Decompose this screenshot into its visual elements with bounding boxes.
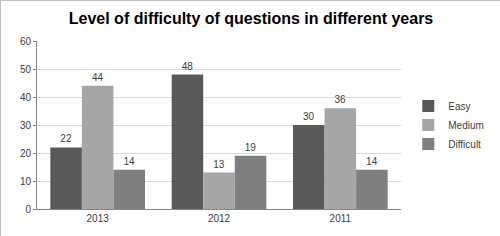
svg-text:20: 20 (20, 148, 32, 159)
svg-text:Medium: Medium (448, 120, 484, 131)
svg-text:14: 14 (366, 156, 378, 167)
svg-text:2013: 2013 (87, 213, 110, 224)
svg-text:19: 19 (245, 142, 257, 153)
svg-text:22: 22 (60, 133, 72, 144)
svg-text:36: 36 (335, 94, 347, 105)
svg-text:60: 60 (20, 36, 32, 47)
svg-text:40: 40 (20, 92, 32, 103)
svg-text:Difficult: Difficult (448, 139, 481, 150)
svg-text:0: 0 (25, 204, 31, 215)
svg-text:10: 10 (20, 176, 32, 187)
svg-text:14: 14 (123, 156, 135, 167)
svg-text:30: 30 (20, 120, 32, 131)
svg-text:30: 30 (303, 111, 315, 122)
svg-text:44: 44 (92, 72, 104, 83)
svg-text:2011: 2011 (330, 213, 352, 224)
svg-text:Easy: Easy (448, 101, 470, 112)
svg-text:13: 13 (213, 159, 225, 170)
svg-text:48: 48 (182, 61, 194, 72)
svg-text:2012: 2012 (208, 213, 231, 224)
svg-text:50: 50 (20, 64, 32, 75)
svg-text:Level of difficulty of questio: Level of difficulty of questions in diff… (69, 10, 434, 27)
